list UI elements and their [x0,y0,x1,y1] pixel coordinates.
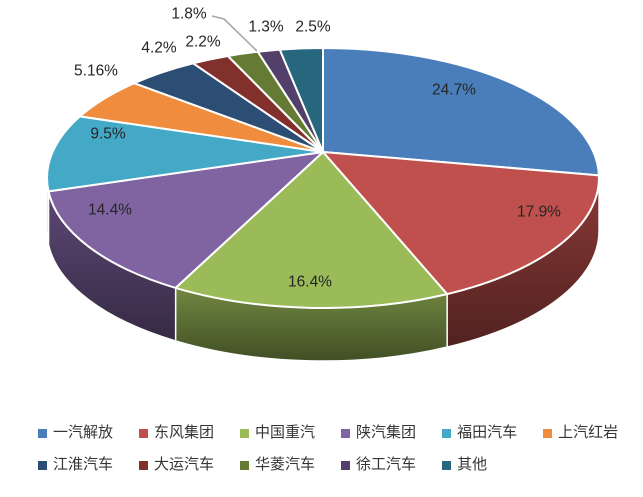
legend-swatch [139,461,149,470]
legend-swatch [543,429,553,438]
legend-item: 上汽红岩 [543,424,618,443]
pie-slice [46,115,324,193]
leader-line [211,15,258,52]
data-label: 1.3% [248,19,284,36]
pie-slice [174,151,449,309]
legend: 一汽解放 东风集团 中国重汽 陕汽集团 福田汽车 上汽红岩江淮汽车 大运汽车 华菱汽车 徐工汽车… [38,424,626,475]
legend-item: 徐工汽车 [341,456,416,475]
pie-slice [322,151,600,296]
data-label: 17.9% [517,204,561,221]
data-label: 4.2% [141,40,177,57]
legend-swatch [442,429,452,438]
legend-swatch [240,429,250,438]
legend-item: 陕汽集团 [341,424,416,443]
legend-swatch [139,429,149,438]
legend-label: 其他 [457,457,488,473]
legend-item: 大运汽车 [139,456,214,475]
pie-slice [322,47,600,177]
pie-3d-chart: 24.7% 17.9% 16.4% 14.4% 9.5% 5.16% 4.2% 2.2% 1.8… [46,6,600,362]
legend-item: 福田汽车 [442,424,517,443]
legend-item: 江淮汽车 [38,456,113,475]
pie-slice [47,151,324,289]
data-label: 16.4% [288,274,332,291]
data-label: 5.16% [74,63,118,80]
legend-item: 其他 [442,456,487,475]
legend-swatch [341,461,351,470]
legend-label: 华菱汽车 [255,457,316,473]
legend-label: 大运汽车 [154,457,215,473]
legend-row: 一汽解放 东风集团 中国重汽 陕汽集团 福田汽车 上汽红岩 [38,424,626,443]
data-label: 1.8% [171,6,207,23]
legend-swatch [240,461,250,470]
legend-label: 一汽解放 [53,425,114,441]
legend-item: 一汽解放 [38,424,113,443]
legend-item: 东风集团 [139,424,214,443]
legend-label: 陕汽集团 [356,425,417,441]
legend-label: 东风集团 [154,425,215,441]
legend-row: 江淮汽车 大运汽车 华菱汽车 徐工汽车 其他 [38,456,626,475]
data-label: 24.7% [432,82,476,99]
legend-swatch [442,461,452,470]
data-label: 9.5% [90,126,126,143]
legend-item: 华菱汽车 [240,456,315,475]
legend-label: 江淮汽车 [53,457,114,473]
legend-swatch [341,429,351,438]
legend-item: 中国重汽 [240,424,315,443]
pie-slice [278,46,324,153]
legend-label: 徐工汽车 [356,457,417,473]
legend-label: 中国重汽 [255,425,316,441]
legend-swatch [38,461,47,470]
data-label: 14.4% [88,202,132,219]
legend-label: 上汽红岩 [558,425,619,441]
data-label: 2.2% [185,34,221,51]
legend-swatch [38,429,47,438]
legend-label: 福田汽车 [457,425,518,441]
data-label: 2.5% [295,19,331,36]
